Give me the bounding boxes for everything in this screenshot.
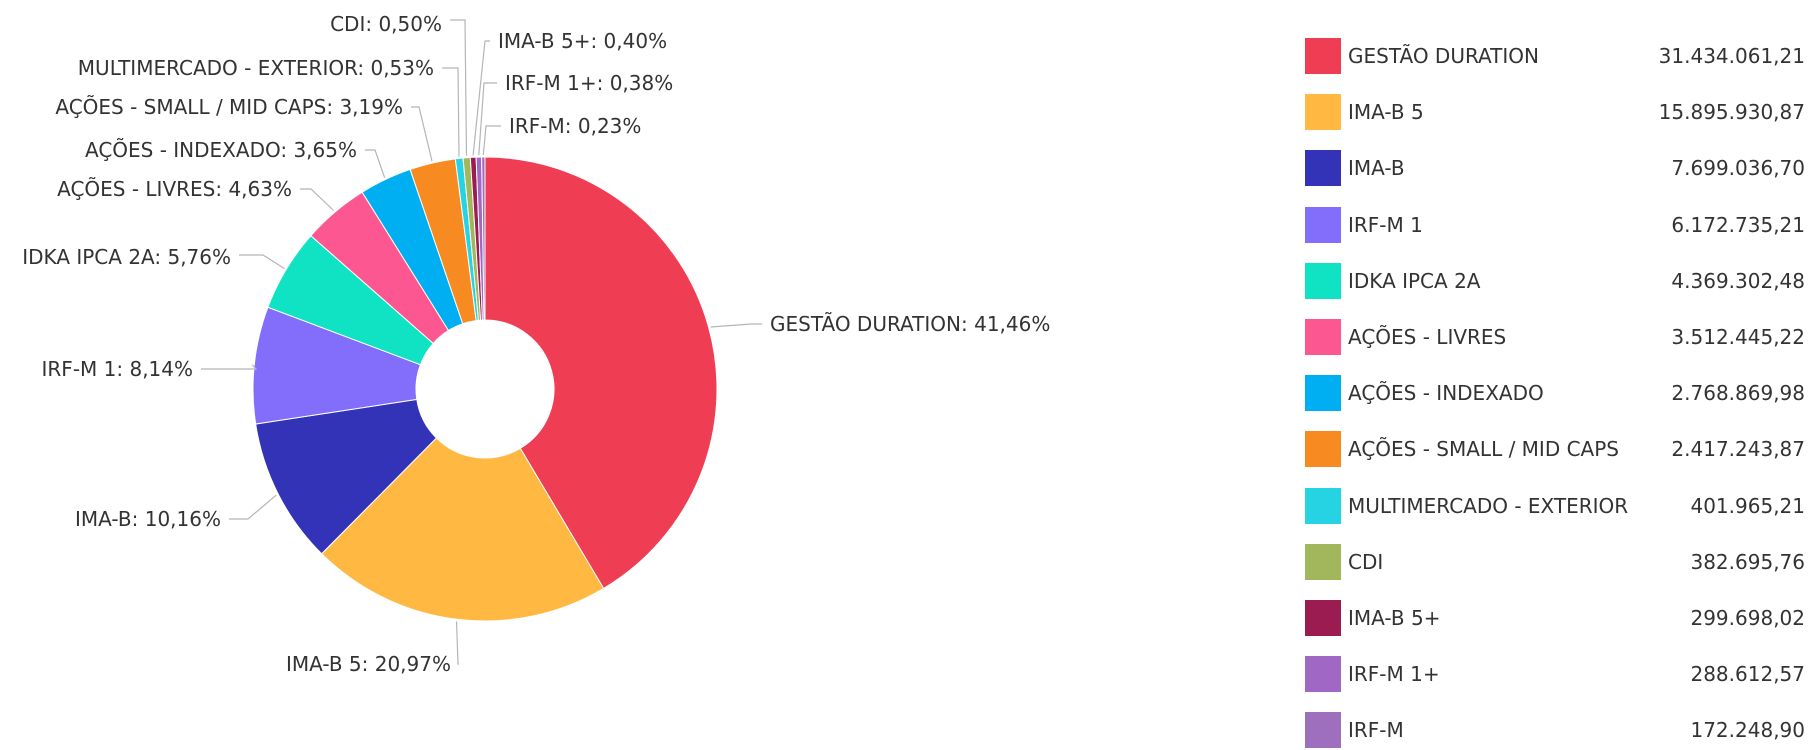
leader-line: [455, 621, 459, 665]
legend-label: IMA-B: [1348, 156, 1405, 181]
chart-slices: [252, 156, 718, 622]
legend-item[interactable]: GESTÃO DURATION 31.434.061,21: [1305, 36, 1805, 76]
leader-line: [472, 40, 490, 156]
leader-line: [300, 188, 335, 211]
legend-value: 2.417.243,87: [1671, 437, 1805, 462]
legend-swatch: [1305, 38, 1341, 74]
legend-value: 4.369.302,48: [1671, 268, 1805, 293]
legend-label: IRF-M: [1348, 718, 1404, 743]
legend-label: CDI: [1348, 549, 1384, 574]
legend-value: 2.768.869,98: [1671, 381, 1805, 406]
slice-label: AÇÕES - INDEXADO: 3,65%: [85, 138, 357, 162]
legend-swatch: [1305, 150, 1341, 187]
leader-line: [450, 19, 468, 156]
leader-line: [229, 494, 277, 520]
leader-line: [442, 67, 460, 157]
legend-swatch: [1305, 262, 1341, 299]
slice-irf-m[interactable]: [481, 156, 486, 321]
legend-value: 6.172.735,21: [1671, 212, 1805, 237]
slice-labels: GESTÃO DURATION: 41,46% IMA-B 5: 20,97% IM…: [22, 12, 1050, 676]
slice-label: MULTIMERCADO - EXTERIOR: 0,53%: [78, 56, 434, 80]
legend-label: IDKA IPCA 2A: [1348, 268, 1481, 293]
legend-label: GESTÃO DURATION: [1348, 44, 1539, 68]
slice-label: IDKA IPCA 2A: 5,76%: [22, 245, 231, 269]
leader-line: [411, 106, 433, 162]
legend-value: 3.512.445,22: [1671, 325, 1805, 349]
slice-label: IMA-B: 10,16%: [75, 507, 221, 531]
legend-item[interactable]: IMA-B 5 15.895.930,87: [1305, 92, 1805, 132]
legend-item[interactable]: MULTIMERCADO - EXTERIOR 401.965,21: [1305, 486, 1805, 526]
slice-label: AÇÕES - SMALL / MID CAPS: 3,19%: [55, 95, 403, 119]
leader-line: [239, 254, 285, 270]
legend-value: 15.895.930,87: [1658, 100, 1805, 125]
legend-swatch: [1305, 375, 1341, 412]
slice-label: IMA-B 5: 20,97%: [286, 652, 451, 676]
legend-item[interactable]: AÇÕES - LIVRES 3.512.445,22: [1305, 317, 1805, 357]
leader-line: [710, 323, 762, 328]
slice-gest-o-duration[interactable]: [484, 156, 718, 590]
legend-item[interactable]: CDI 382.695,76: [1305, 542, 1805, 582]
legend-swatch: [1305, 543, 1341, 580]
legend-label: IMA-B 5+: [1348, 606, 1441, 630]
leader-line: [365, 149, 386, 178]
legend-item[interactable]: IDKA IPCA 2A 4.369.302,48: [1305, 261, 1805, 301]
legend-swatch: [1305, 656, 1341, 693]
legend-value: 299.698,02: [1690, 606, 1805, 630]
legend-item[interactable]: IRF-M 172.248,90: [1305, 710, 1805, 750]
legend-label: AÇÕES - INDEXADO: [1348, 381, 1544, 406]
legend-item[interactable]: AÇÕES - SMALL / MID CAPS 2.417.243,87: [1305, 429, 1805, 469]
slice-label: IRF-M 1: 8,14%: [42, 357, 193, 381]
slice-label: GESTÃO DURATION: 41,46%: [770, 312, 1050, 336]
legend-item[interactable]: IRF-M 1 6.172.735,21: [1305, 205, 1805, 245]
leader-line: [201, 364, 258, 370]
legend-swatch: [1305, 712, 1341, 749]
legend-item[interactable]: AÇÕES - INDEXADO 2.768.869,98: [1305, 373, 1805, 413]
slice-ima-b-5[interactable]: [320, 437, 605, 622]
legend-item[interactable]: IRF-M 1+ 288.612,57: [1305, 654, 1805, 694]
leader-line: [478, 82, 497, 156]
legend-label: IRF-M 1: [1348, 212, 1423, 237]
legend-swatch: [1305, 206, 1341, 243]
legend-label: AÇÕES - SMALL / MID CAPS: [1348, 437, 1619, 462]
legend-label: AÇÕES - LIVRES: [1348, 325, 1507, 349]
legend-swatch: [1305, 94, 1341, 131]
legend-swatch: [1305, 431, 1341, 468]
legend-swatch: [1305, 487, 1341, 524]
slice-label: IMA-B 5+: 0,40%: [498, 29, 667, 53]
legend-value: 31.434.061,21: [1658, 44, 1805, 68]
legend-item[interactable]: IMA-B 5+ 299.698,02: [1305, 598, 1805, 638]
legend-value: 172.248,90: [1690, 718, 1805, 743]
slice-label: CDI: 0,50%: [330, 12, 442, 36]
legend-label: MULTIMERCADO - EXTERIOR: [1348, 493, 1629, 518]
legend-label: IMA-B 5: [1348, 100, 1424, 125]
legend-item[interactable]: IMA-B 7.699.036,70: [1305, 148, 1805, 188]
slice-label: IRF-M: 0,23%: [509, 114, 641, 138]
legend-value: 288.612,57: [1690, 662, 1805, 687]
slice-label: AÇÕES - LIVRES: 4,63%: [57, 177, 292, 201]
slice-label: IRF-M 1+: 0,38%: [505, 71, 673, 95]
label-leader-lines: [201, 19, 762, 665]
legend-value: 401.965,21: [1690, 493, 1805, 518]
legend-swatch: [1305, 319, 1341, 355]
leader-line: [482, 125, 501, 156]
slice-ima-b[interactable]: [255, 398, 438, 555]
legend-label: IRF-M 1+: [1348, 662, 1440, 687]
legend-value: 382.695,76: [1690, 549, 1805, 574]
legend-value: 7.699.036,70: [1671, 156, 1805, 181]
legend-swatch: [1305, 600, 1341, 636]
